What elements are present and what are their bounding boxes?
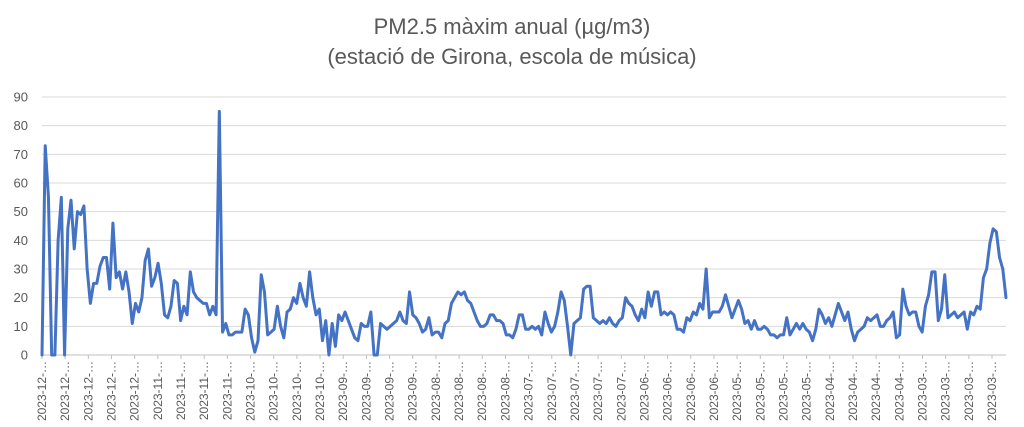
x-tick-label: 2023-09-… [383, 361, 397, 421]
x-tick-label: 2023-04-… [869, 361, 883, 421]
x-tick-label: 2023-05-… [753, 361, 767, 421]
x-tick-label: 2023-09-… [359, 361, 373, 421]
y-tick-label: 0 [21, 348, 28, 363]
y-tick-label: 80 [14, 118, 28, 133]
x-tick-label: 2023-03-… [985, 361, 999, 421]
y-axis-ticks: 0 10 20 30 40 50 60 70 80 90 [14, 90, 28, 363]
x-tick-label: 2023-11-… [197, 361, 211, 420]
x-tick-label: 2023-04-… [892, 361, 906, 421]
x-tick-label: 2023-12-… [128, 361, 142, 421]
x-tick-label: 2023-07-… [545, 361, 559, 421]
x-tick-label: 2023-05-… [776, 361, 790, 421]
x-tick-label: 2023-07-… [522, 361, 536, 421]
x-tick-label: 2023-08-… [498, 361, 512, 421]
x-tick-label: 2023-09-… [336, 361, 350, 421]
x-tick-label: 2023-10-… [244, 361, 258, 421]
x-tick-label: 2023-03-… [962, 361, 976, 421]
y-tick-label: 50 [14, 204, 28, 219]
x-axis-ticks: 2023-12-… 2023-12-… 2023-12-… 2023-12-… 2023… [35, 355, 999, 421]
x-tick-label: 2023-12-… [81, 361, 95, 421]
y-tick-label: 20 [14, 290, 28, 305]
y-tick-label: 70 [14, 147, 28, 162]
x-tick-label: 2023-04-… [846, 361, 860, 421]
x-tick-label: 2023-07-… [568, 361, 582, 421]
x-tick-label: 2023-10-… [313, 361, 327, 421]
x-tick-label: 2023-08-… [452, 361, 466, 421]
x-tick-label: 2023-12-… [58, 361, 72, 421]
x-tick-label: 2023-05-… [800, 361, 814, 421]
y-tick-label: 60 [14, 176, 28, 191]
x-tick-label: 2023-09-… [406, 361, 420, 421]
x-tick-label: 2023-10-… [290, 361, 304, 421]
x-tick-label: 2023-11-… [174, 361, 188, 420]
y-tick-label: 90 [14, 90, 28, 105]
series-line [40, 109, 1008, 357]
y-tick-label: 10 [14, 319, 28, 334]
x-tick-label: 2023-06-… [661, 361, 675, 421]
x-tick-label: 2023-03-… [939, 361, 953, 421]
x-tick-label: 2023-12-… [35, 361, 49, 421]
chart-title-block: PM2.5 màxim anual (µg/m3) (estació de Gi… [0, 12, 1024, 72]
x-tick-label: 2023-06-… [684, 361, 698, 421]
gridlines [42, 96, 1006, 356]
y-tick-label: 30 [14, 262, 28, 277]
y-tick-label: 40 [14, 233, 28, 248]
x-tick-label: 2023-08-… [429, 361, 443, 421]
x-tick-label: 2023-07-… [614, 361, 628, 421]
x-tick-label: 2023-08-… [475, 361, 489, 421]
x-tick-label: 2023-10-… [267, 361, 281, 421]
x-tick-label: 2023-12-… [105, 361, 119, 421]
chart-subtitle: (estació de Girona, escola de música) [327, 44, 697, 69]
x-tick-label: 2023-06-… [707, 361, 721, 421]
chart-title: PM2.5 màxim anual (µg/m3) [373, 14, 651, 39]
x-tick-label: 2023-05-… [730, 361, 744, 421]
x-tick-label: 2023-07-… [591, 361, 605, 421]
x-tick-label: 2023-11-… [220, 361, 234, 420]
x-tick-label: 2023-06-… [637, 361, 651, 421]
x-tick-label: 2023-03-… [915, 361, 929, 421]
x-tick-label: 2023-11-… [151, 361, 165, 420]
x-tick-label: 2023-04-… [823, 361, 837, 421]
